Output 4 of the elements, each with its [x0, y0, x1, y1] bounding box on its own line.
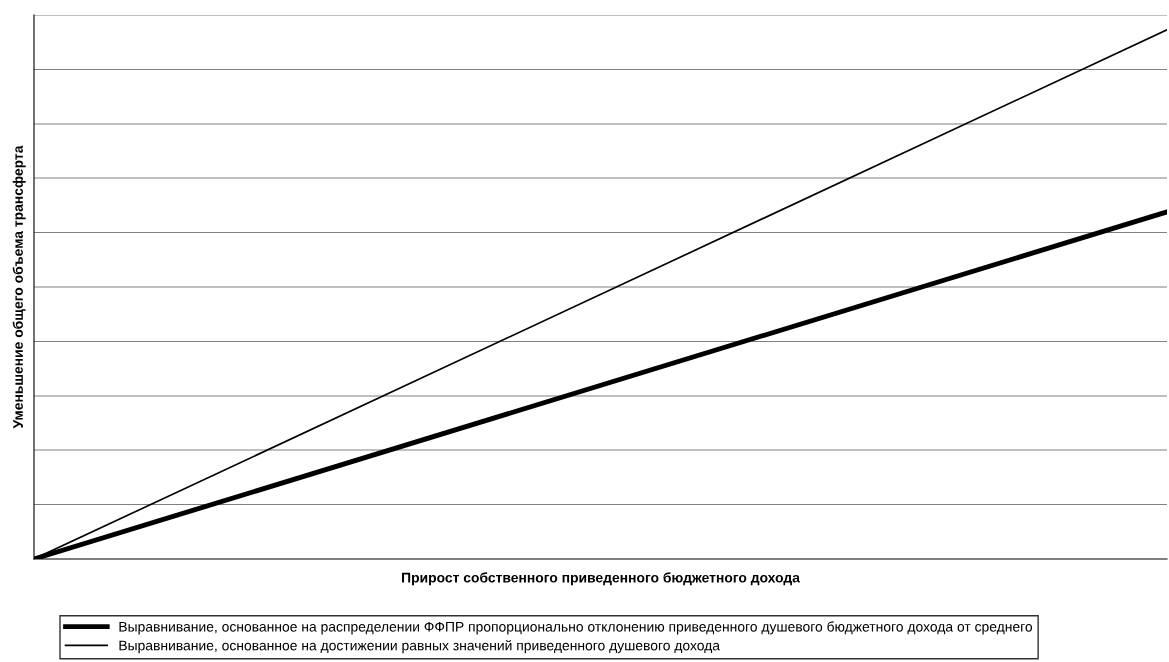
legend-label: Выравнивание, основанное на распределении ФФПР пропорционально отклонению приведенного душевого бюджетного дохода от среднего [119, 621, 1033, 635]
y-axis-title: Уменьшение общего объема трансферта [12, 145, 26, 429]
x-axis-title: Прирост собственного приведенного бюджетного дохода [402, 572, 800, 586]
legend-label: Выравнивание, основанное на достижении равных значений приведенного душевого дохода [119, 639, 721, 654]
